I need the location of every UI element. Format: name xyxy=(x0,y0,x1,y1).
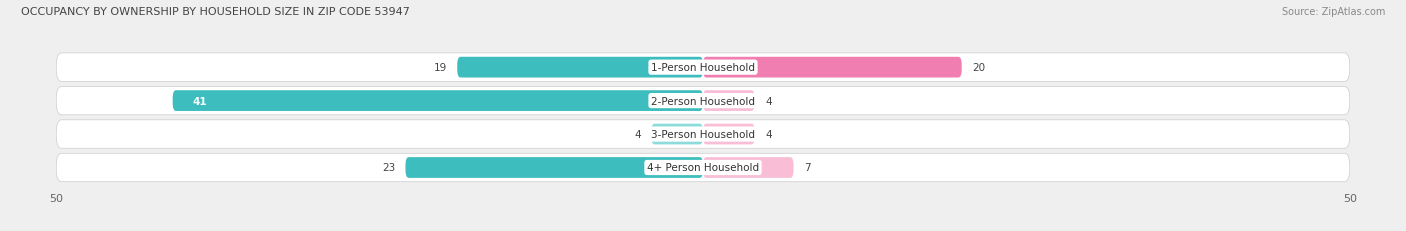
Text: 20: 20 xyxy=(972,63,986,73)
FancyBboxPatch shape xyxy=(651,124,703,145)
FancyBboxPatch shape xyxy=(457,58,703,78)
Text: 4+ Person Household: 4+ Person Household xyxy=(647,163,759,173)
Text: 4: 4 xyxy=(765,96,772,106)
Text: 7: 7 xyxy=(804,163,810,173)
FancyBboxPatch shape xyxy=(56,120,1350,149)
FancyBboxPatch shape xyxy=(703,158,793,178)
FancyBboxPatch shape xyxy=(56,87,1350,115)
FancyBboxPatch shape xyxy=(703,58,962,78)
FancyBboxPatch shape xyxy=(405,158,703,178)
FancyBboxPatch shape xyxy=(173,91,703,112)
Text: 4: 4 xyxy=(634,130,641,140)
Text: 3-Person Household: 3-Person Household xyxy=(651,130,755,140)
Text: Source: ZipAtlas.com: Source: ZipAtlas.com xyxy=(1281,7,1385,17)
Text: OCCUPANCY BY OWNERSHIP BY HOUSEHOLD SIZE IN ZIP CODE 53947: OCCUPANCY BY OWNERSHIP BY HOUSEHOLD SIZE… xyxy=(21,7,411,17)
Text: 41: 41 xyxy=(193,96,207,106)
FancyBboxPatch shape xyxy=(703,124,755,145)
FancyBboxPatch shape xyxy=(703,91,755,112)
Text: 4: 4 xyxy=(765,130,772,140)
Text: 1-Person Household: 1-Person Household xyxy=(651,63,755,73)
Text: 19: 19 xyxy=(433,63,447,73)
Text: 2-Person Household: 2-Person Household xyxy=(651,96,755,106)
FancyBboxPatch shape xyxy=(56,154,1350,182)
FancyBboxPatch shape xyxy=(56,54,1350,82)
Text: 23: 23 xyxy=(382,163,395,173)
